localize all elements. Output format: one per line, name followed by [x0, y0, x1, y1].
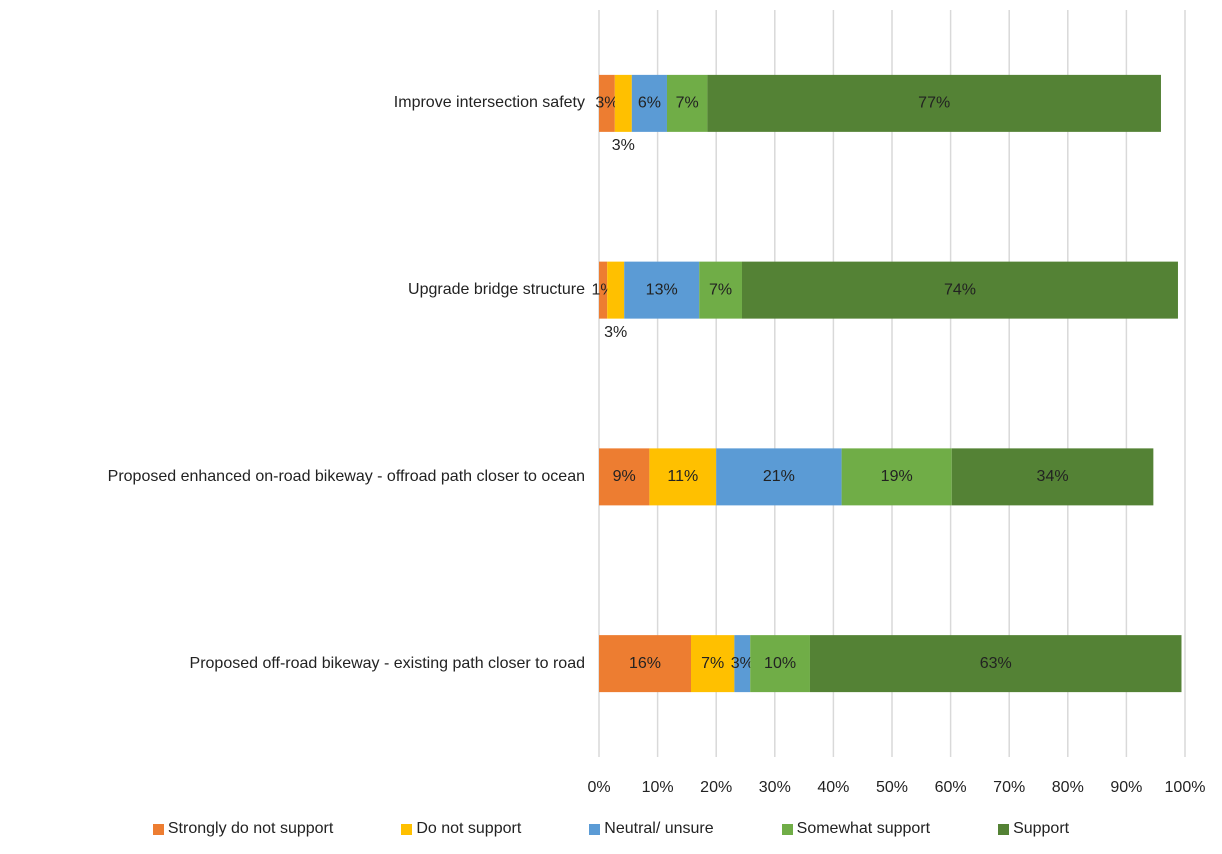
x-tick-label: 60% [935, 779, 967, 796]
category-text: Proposed enhanced on-road bikeway - offr… [107, 467, 585, 485]
bar-segment [599, 448, 650, 506]
value-label: 3% [595, 95, 618, 112]
category-text: Upgrade bridge structure [408, 281, 585, 299]
category-text: Improve intersection safety [393, 94, 585, 112]
legend-item: Do not support [401, 820, 521, 838]
legend-label: Do not support [416, 820, 522, 837]
legend-swatch [152, 823, 164, 835]
x-tick-label: 40% [817, 779, 849, 796]
legend-label: Support [1013, 820, 1070, 837]
value-label: 3% [604, 324, 627, 341]
value-label: 74% [944, 281, 976, 298]
category-label: Upgrade bridge structure [5, 278, 585, 302]
bar-segment [809, 635, 1182, 693]
x-tick-label: 80% [1052, 779, 1084, 796]
bar-segment [951, 448, 1154, 506]
x-tick-label: 100% [1165, 779, 1206, 796]
value-label: 77% [918, 95, 950, 112]
value-label: 7% [701, 655, 724, 672]
value-label: 3% [731, 655, 754, 672]
bar-segment [841, 448, 952, 506]
x-tick-label: 0% [587, 779, 610, 796]
bar-segment [624, 261, 700, 319]
value-label: 16% [629, 655, 661, 672]
value-label: 21% [763, 468, 795, 485]
x-tick-label: 30% [759, 779, 791, 796]
bar-segment [666, 74, 708, 132]
legend-item: Neutral/ unsure [589, 820, 714, 838]
x-tick-label: 50% [876, 779, 908, 796]
category-text: Proposed off-road bikeway - existing pat… [189, 654, 585, 672]
value-label: 63% [980, 655, 1012, 672]
category-label: Improve intersection safety [5, 91, 585, 115]
value-label: 19% [881, 468, 913, 485]
bar-segment [607, 261, 625, 319]
bar-segment [734, 635, 751, 693]
category-label: Proposed enhanced on-road bikeway - offr… [5, 465, 585, 489]
bar-segment [631, 74, 667, 132]
legend-label: Somewhat support [796, 820, 931, 837]
legend-item: Somewhat support [781, 820, 931, 838]
bar-segment [691, 635, 735, 693]
legend-swatch [998, 823, 1010, 835]
legend-label: Strongly do not support [167, 820, 334, 837]
value-label: 7% [676, 95, 699, 112]
legend-label: Neutral/ unsure [604, 820, 714, 837]
bar-segment [649, 448, 717, 506]
bar-segment [716, 448, 842, 506]
x-tick-label: 90% [1110, 779, 1142, 796]
legend-item: Strongly do not support [152, 820, 334, 838]
legend-swatch [589, 823, 601, 835]
legend-swatch [401, 823, 413, 835]
bar-segment [599, 261, 608, 319]
bar-segment [750, 635, 810, 693]
value-label: 11% [667, 468, 698, 485]
value-label: 10% [764, 655, 796, 672]
bar-segment [699, 261, 742, 319]
value-label: 9% [613, 468, 636, 485]
legend-swatch [781, 823, 793, 835]
bar-segment [707, 74, 1161, 132]
legend-item: Support [998, 820, 1069, 838]
value-label: 13% [646, 281, 678, 298]
x-tick-label: 20% [700, 779, 732, 796]
value-label: 34% [1037, 468, 1069, 485]
bar-segment [741, 261, 1178, 319]
bar-segment [614, 74, 632, 132]
x-tick-label: 70% [993, 779, 1025, 796]
value-label: 6% [638, 95, 661, 112]
bar-segment [599, 635, 692, 693]
category-label: Proposed off-road bikeway - existing pat… [5, 652, 585, 676]
x-tick-label: 10% [642, 779, 674, 796]
value-label: 7% [709, 281, 732, 298]
value-label: 3% [612, 137, 635, 154]
legend: Strongly do not support Do not support Neu… [0, 820, 1222, 838]
bar-segment [599, 74, 615, 132]
